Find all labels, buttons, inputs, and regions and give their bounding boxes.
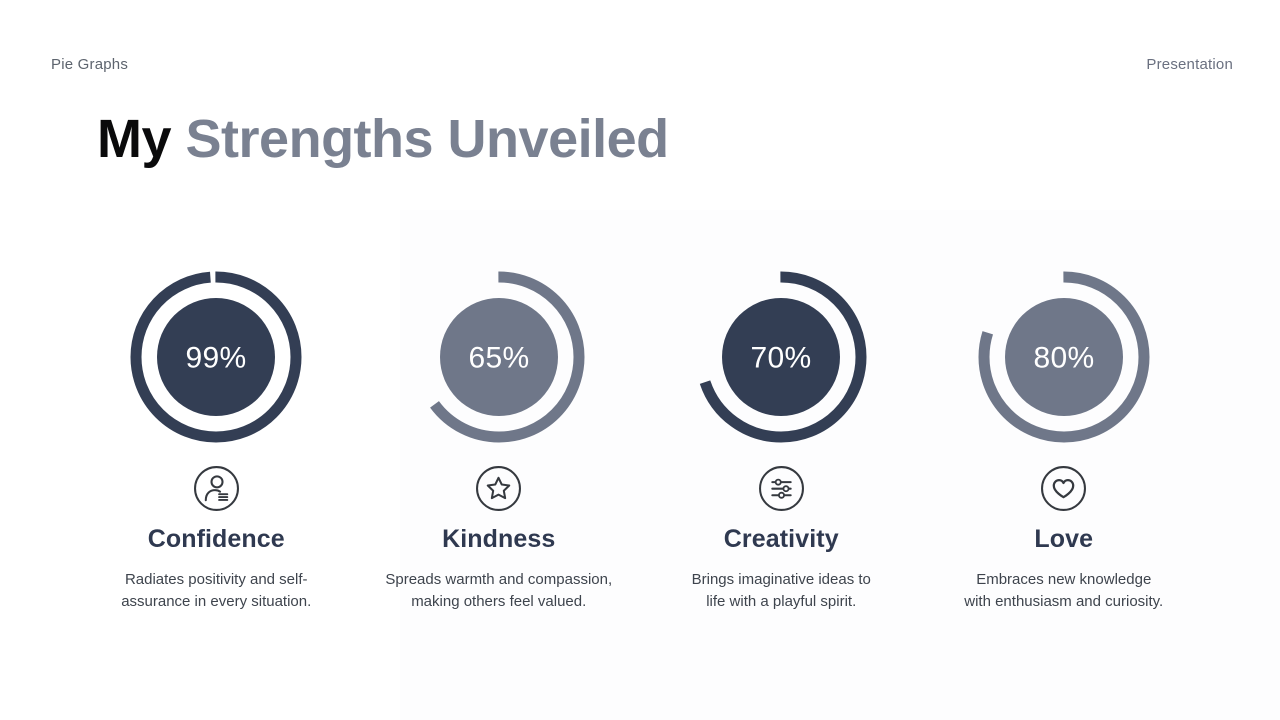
sliders-icon bbox=[758, 466, 804, 511]
donut-chart-confidence: 99% bbox=[130, 271, 302, 443]
card-title: Kindness bbox=[442, 525, 556, 553]
strength-cards-grid: 99% Confidence Radiates positivity and s… bbox=[75, 267, 1205, 613]
slide-title: My Strengths Unveiled bbox=[97, 108, 669, 170]
header-right-label: Presentation bbox=[1146, 56, 1233, 73]
strength-card: 65% Kindness Spreads warmth and compassi… bbox=[358, 267, 641, 613]
donut-core bbox=[1004, 298, 1123, 416]
donut-chart-love: 80% bbox=[978, 271, 1150, 443]
profile-card-icon bbox=[193, 466, 239, 511]
percent-label: 80% bbox=[1033, 342, 1094, 375]
card-description-line: life with a playful spirit. bbox=[706, 593, 857, 610]
slide-title-prefix: My bbox=[97, 109, 186, 169]
heart-icon bbox=[1041, 466, 1087, 511]
donut-core bbox=[439, 298, 558, 416]
card-description: Spreads warmth and compassion, making ot… bbox=[385, 569, 612, 613]
donut-core bbox=[157, 298, 276, 416]
card-description-line: making others feel valued. bbox=[411, 593, 587, 610]
strength-card: 70% Creativity Brings imaginative ideas … bbox=[640, 267, 923, 613]
donut-ring bbox=[978, 271, 1150, 443]
percent-label: 65% bbox=[468, 342, 529, 375]
donut-ring bbox=[413, 271, 585, 443]
card-description-line: Brings imaginative ideas to bbox=[691, 571, 871, 588]
card-title: Creativity bbox=[723, 525, 839, 553]
card-description-line: Radiates positivity and self- bbox=[124, 571, 308, 588]
donut-chart-kindness: 65% bbox=[413, 271, 585, 443]
star-icon bbox=[476, 466, 522, 511]
strength-card: 99% Confidence Radiates positivity and s… bbox=[75, 267, 358, 613]
card-description-line: Embraces new knowledge bbox=[976, 571, 1152, 588]
card-description: Embraces new knowledge with enthusiasm a… bbox=[964, 569, 1163, 613]
card-description-line: assurance in every situation. bbox=[121, 593, 312, 610]
donut-core bbox=[722, 298, 841, 416]
donut-chart-creativity: 70% bbox=[695, 271, 867, 443]
percent-label: 99% bbox=[186, 342, 247, 375]
card-title: Confidence bbox=[147, 525, 285, 553]
slide-title-rest: Strengths Unveiled bbox=[185, 109, 670, 169]
strength-card: 80% Love Embraces new knowledge with ent… bbox=[923, 267, 1206, 613]
percent-label: 70% bbox=[751, 342, 812, 375]
card-description-line: with enthusiasm and curiosity. bbox=[964, 593, 1164, 610]
donut-ring bbox=[130, 271, 302, 443]
card-description-line: Spreads warmth and compassion, bbox=[385, 571, 613, 588]
card-title: Love bbox=[1034, 525, 1094, 553]
header-left-label: Pie Graphs bbox=[51, 56, 129, 73]
card-description: Radiates positivity and self- assurance … bbox=[121, 569, 311, 613]
card-description: Brings imaginative ideas to life with a … bbox=[692, 569, 871, 613]
donut-ring bbox=[695, 271, 867, 443]
